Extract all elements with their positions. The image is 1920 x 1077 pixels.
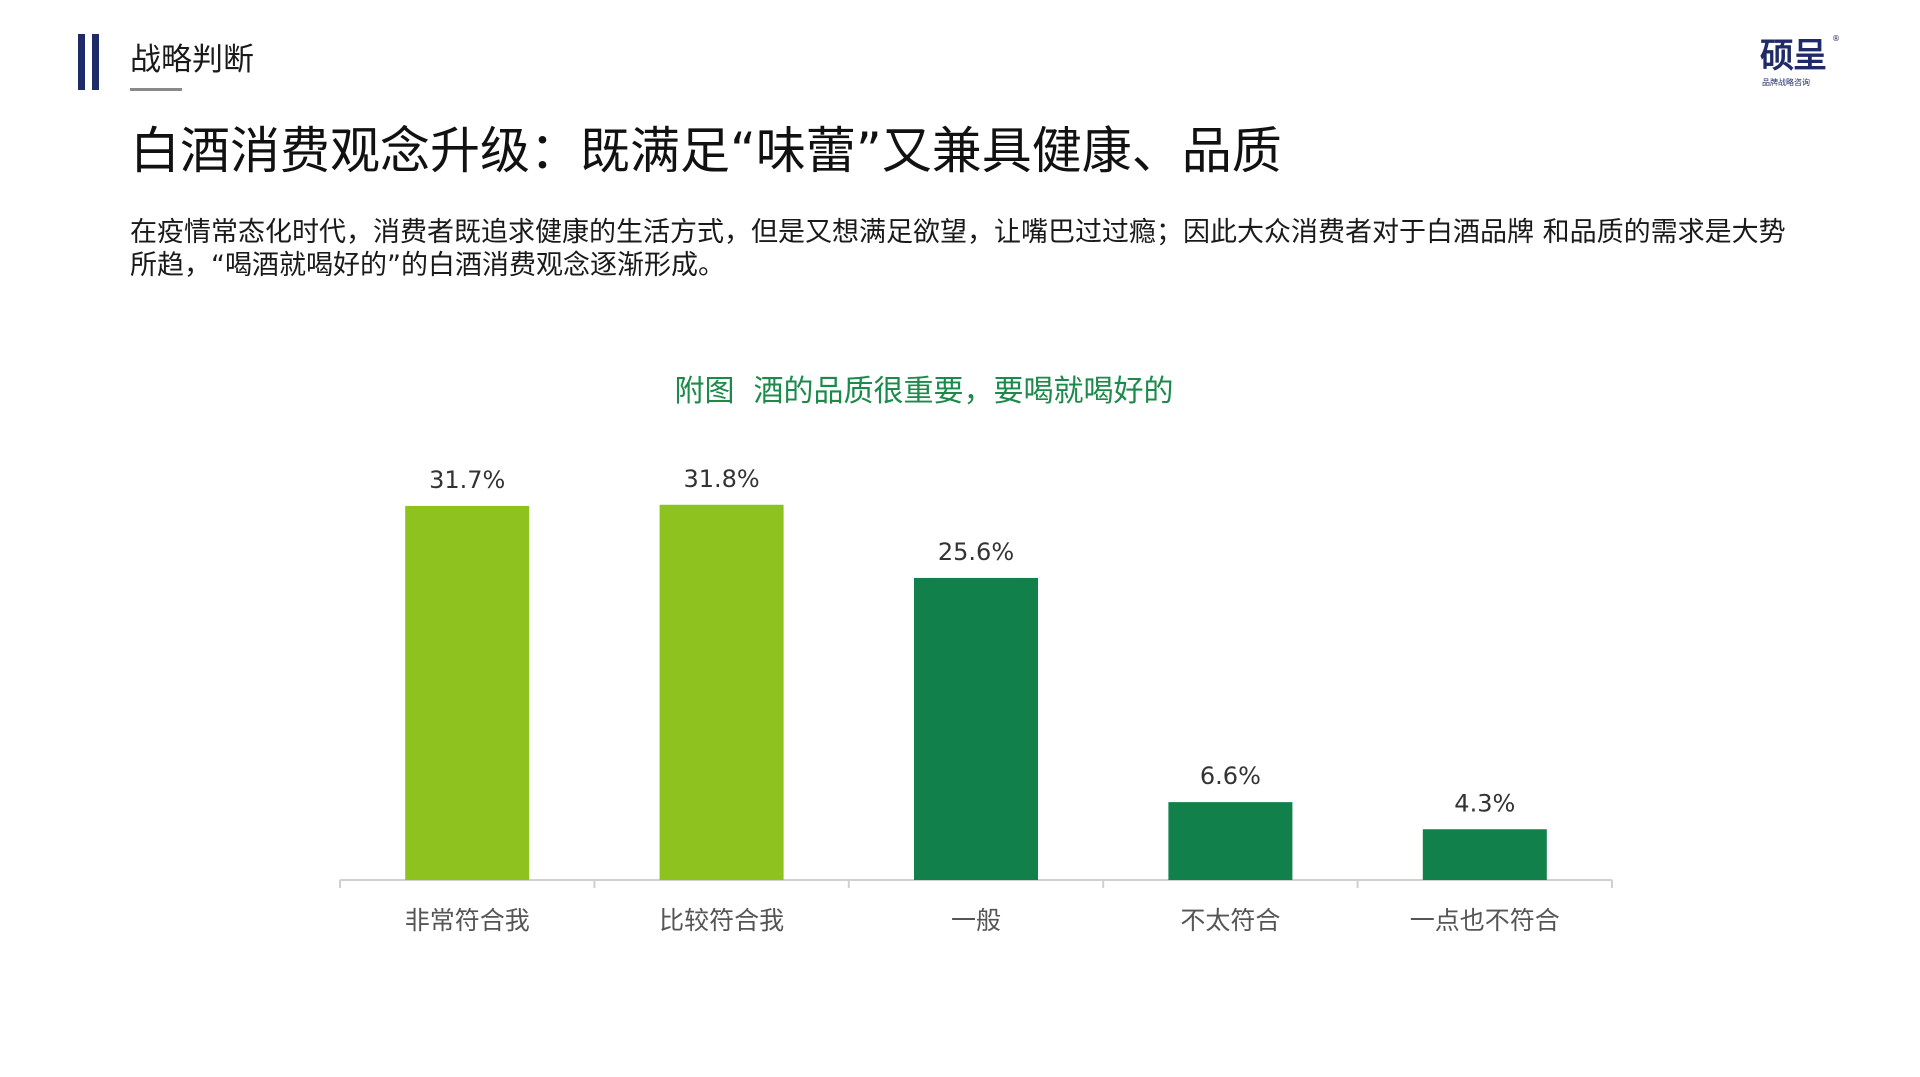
bar [659,504,784,880]
section-accent-bars [78,34,106,90]
x-tick-label: 一般 [951,906,1001,935]
logo-mark: 硕呈 [1760,36,1827,76]
page-title: 白酒消费观念升级：既满足“味蕾”又兼具健康、品质 [130,122,1282,180]
bar-value-label: 25.6% [938,538,1014,566]
section-label: 战略判断 [130,42,254,78]
x-tick-label: 非常符合我 [405,906,530,935]
bar-value-label: 6.6% [1200,762,1261,790]
x-tick-label: 比较符合我 [659,906,784,935]
bar-value-label: 31.7% [429,466,505,494]
brand-logo: 硕呈 品牌战略咨询 ® [1760,34,1840,92]
chart-title: 附图 酒的品质很重要，要喝就喝好的 [674,374,1174,409]
accent-bar-left [78,34,85,90]
logo-registered-mark: ® [1832,34,1840,43]
accent-bar-right [92,34,99,90]
bar [1168,802,1293,880]
x-tick-label: 一点也不符合 [1410,906,1560,935]
bar [1422,829,1547,880]
bar-value-label: 31.8% [683,465,759,493]
logo-tagline: 品牌战略咨询 [1762,78,1810,87]
section-underline [130,88,182,91]
bar-value-label: 4.3% [1454,789,1515,817]
x-tick-label: 不太符合 [1180,906,1280,935]
bar [405,505,530,880]
intro-paragraph: 在疫情常态化时代，消费者既追求健康的生活方式，但是又想满足欲望，让嘴巴过过瘾；因… [130,217,1786,281]
bar [914,577,1038,880]
